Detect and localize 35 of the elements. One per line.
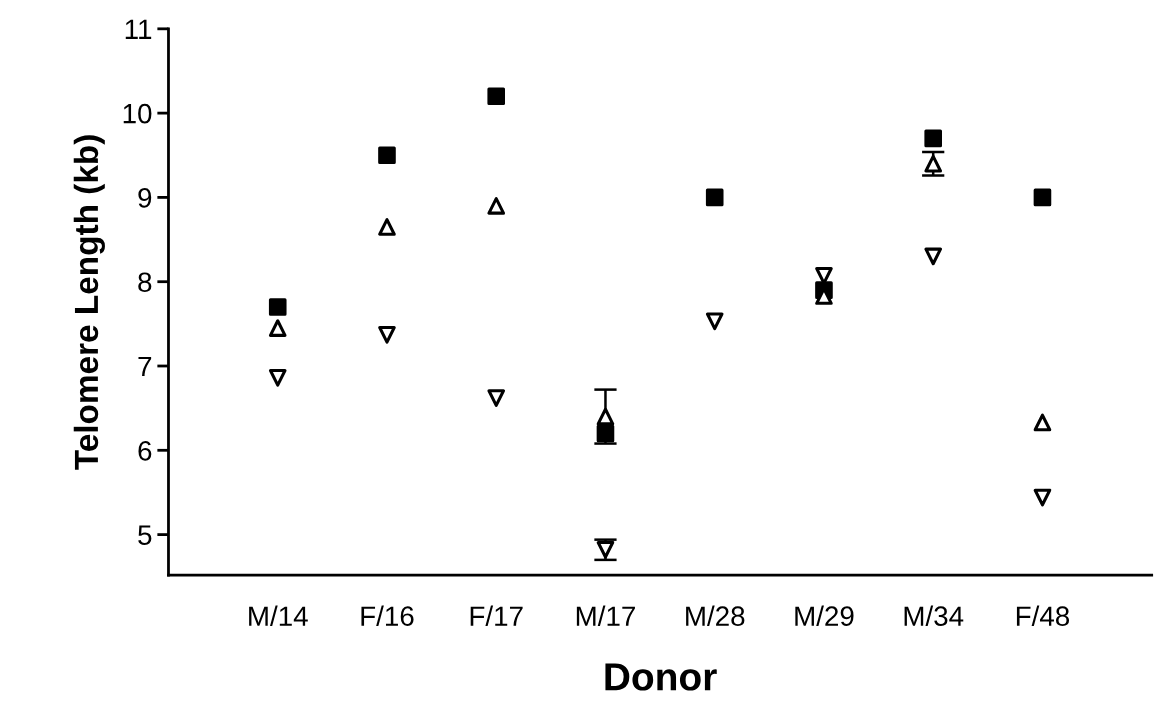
y-tick-label: 10 [123, 103, 152, 124]
point [1033, 188, 1052, 207]
y-tick-label: 8 [138, 272, 152, 293]
x-axis-title: Donor [605, 663, 717, 691]
y-tick-label: 9 [138, 188, 152, 208]
x-tick-label: F/17 [470, 605, 523, 627]
x-tick-label: F/48 [1016, 605, 1070, 627]
point [924, 129, 943, 148]
x-tick-label: M/17 [576, 605, 635, 627]
x-tick-label: F/16 [361, 605, 414, 627]
y-axis-title: Telomere Length (kb) [73, 135, 105, 470]
point [268, 368, 287, 387]
y-tick-label: 6 [138, 440, 152, 461]
point [596, 424, 615, 443]
x-tick-label: M/28 [686, 605, 745, 627]
point [596, 407, 615, 426]
point [378, 326, 396, 344]
point [378, 218, 396, 236]
point [487, 389, 506, 407]
point [268, 298, 287, 316]
x-tick-label: M/29 [795, 605, 854, 627]
point [705, 312, 724, 331]
point [378, 146, 396, 165]
x-tick-label: M/14 [249, 605, 308, 627]
y-tick-label: 11 [125, 19, 152, 39]
x-tick-label: M/34 [904, 605, 964, 627]
point [268, 319, 287, 337]
point [924, 247, 943, 266]
point [487, 87, 506, 106]
point [1033, 413, 1052, 432]
point [705, 188, 724, 207]
y-tick-label: 5 [138, 525, 152, 545]
point [1033, 488, 1052, 507]
point [487, 197, 506, 215]
y-tick-label: 7 [138, 356, 152, 377]
